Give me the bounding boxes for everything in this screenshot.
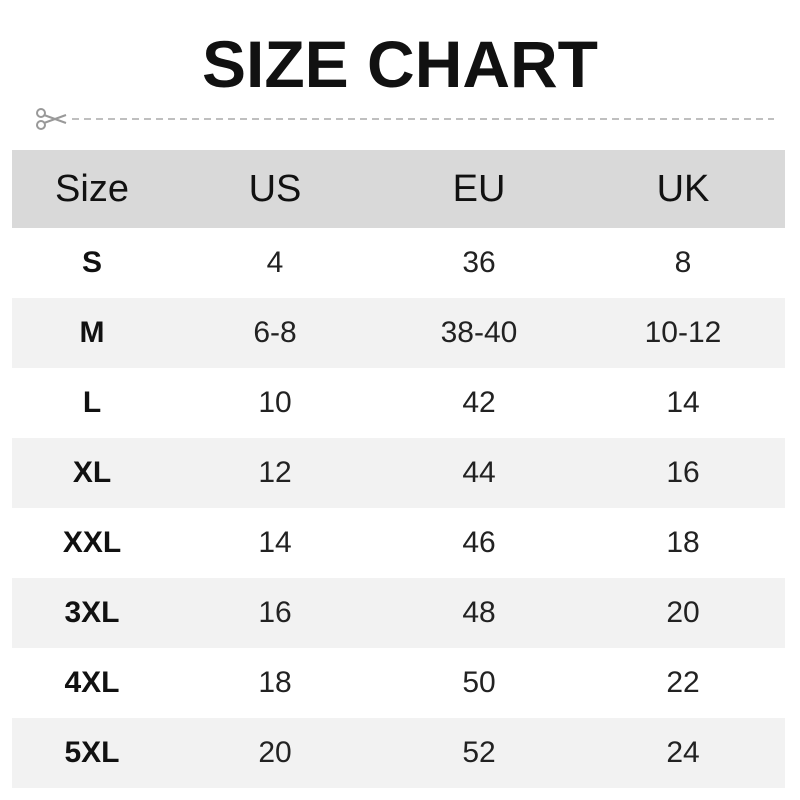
page-title: SIZE CHART — [202, 27, 598, 101]
table-row: 3XL 16 48 20 — [12, 578, 785, 648]
cell-eu: 50 — [462, 666, 496, 699]
cell-us: 16 — [258, 596, 292, 629]
cell-uk: 8 — [674, 246, 692, 279]
cell-uk: 14 — [666, 386, 700, 419]
size-table: Size US EU UK S 4 36 8 M 6-8 38-40 10-12 L 10 42 14… — [12, 150, 785, 788]
header-size: Size — [55, 167, 129, 210]
cell-uk: 20 — [666, 596, 700, 629]
table-header: Size US EU UK — [12, 150, 785, 228]
table-row: M 6-8 38-40 10-12 — [12, 298, 785, 368]
table-row: XL 12 44 16 — [12, 438, 785, 508]
table-row: XXL 14 46 18 — [12, 508, 785, 578]
cell-uk: 18 — [666, 526, 700, 559]
table-row: 5XL 20 52 24 — [12, 718, 785, 788]
cell-size: XL — [72, 456, 112, 489]
cell-us: 14 — [258, 526, 292, 559]
cell-size: XXL — [62, 526, 122, 559]
cell-eu: 48 — [462, 596, 496, 629]
cell-eu: 52 — [462, 736, 496, 769]
table-row: 4XL 18 50 22 — [12, 648, 785, 718]
cut-line — [36, 108, 774, 130]
cell-size: S — [81, 246, 102, 279]
cell-eu: 44 — [462, 456, 496, 489]
header-eu: EU — [452, 167, 506, 210]
header-uk: UK — [656, 167, 710, 210]
cell-us: 10 — [258, 386, 292, 419]
cell-uk: 22 — [666, 666, 700, 699]
cell-us: 20 — [258, 736, 292, 769]
cell-size: 5XL — [64, 736, 120, 769]
table-row: L 10 42 14 — [12, 368, 785, 438]
cell-size: M — [79, 316, 105, 349]
table-row: S 4 36 8 — [12, 228, 785, 298]
cell-eu: 38-40 — [440, 316, 518, 349]
cell-size: L — [82, 386, 102, 419]
cell-us: 12 — [258, 456, 292, 489]
scissors-icon — [36, 108, 67, 130]
cell-uk: 10-12 — [644, 316, 722, 349]
cell-uk: 24 — [666, 736, 700, 769]
cell-size: 3XL — [64, 596, 120, 629]
cell-uk: 16 — [666, 456, 700, 489]
cell-size: 4XL — [64, 666, 120, 699]
cell-eu: 46 — [462, 526, 496, 559]
cell-eu: 36 — [462, 246, 496, 279]
cell-eu: 42 — [462, 386, 496, 419]
cell-us: 6-8 — [253, 316, 297, 349]
header-us: US — [248, 167, 302, 210]
cell-us: 4 — [266, 246, 284, 279]
cell-us: 18 — [258, 666, 292, 699]
